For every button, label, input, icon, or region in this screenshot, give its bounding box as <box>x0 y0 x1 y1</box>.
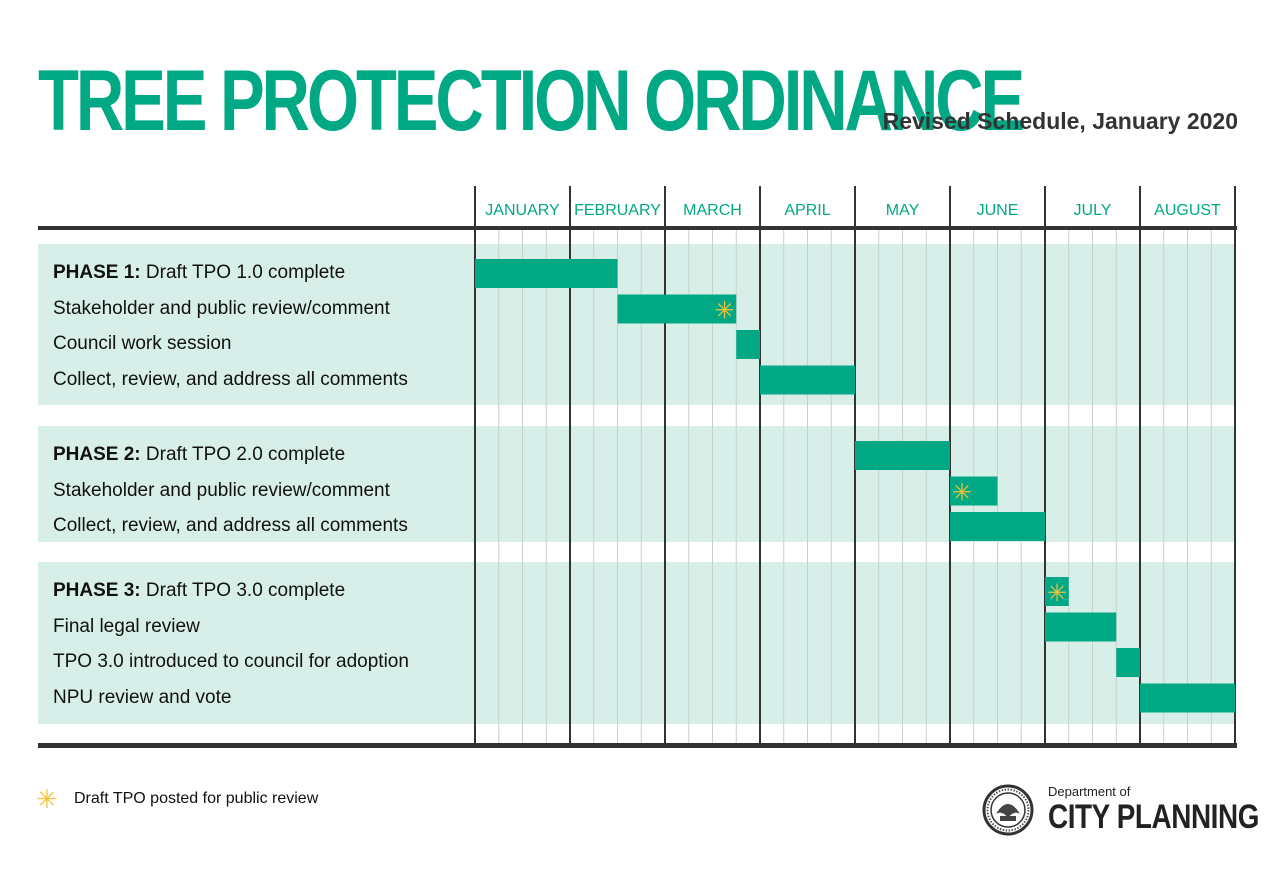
task-bar <box>1045 612 1117 642</box>
month-header-august: AUGUST <box>1154 202 1221 219</box>
task-bar <box>617 294 737 324</box>
task-label: Collect, review, and address all comment… <box>53 514 408 538</box>
month-header-july: JULY <box>1074 202 1112 219</box>
task-bar <box>950 476 998 506</box>
header-rule <box>38 226 1237 230</box>
task-label: Council work session <box>53 332 231 356</box>
task-name: Council work session <box>53 333 232 354</box>
task-label: NPU review and vote <box>53 686 231 710</box>
task-name: Final legal review <box>53 615 200 637</box>
month-header-june: JUNE <box>977 202 1019 219</box>
task-name: NPU review and vote <box>53 686 232 708</box>
month-header-february: FEBRUARY <box>574 202 661 219</box>
logo-city-planning: CITY PLANNING <box>1048 798 1260 836</box>
task-label: TPO 3.0 introduced to council for adopti… <box>53 650 409 674</box>
task-bar <box>950 512 1045 541</box>
phase-band-1 <box>38 244 1235 405</box>
chart-subtitle: Revised Schedule, January 2020 <box>882 108 1238 134</box>
task-name: Stakeholder and public review/comment <box>53 297 390 319</box>
task-name: Draft TPO 2.0 complete <box>145 444 346 465</box>
phase-label: PHASE 3: <box>53 580 146 601</box>
task-name: Collect, review, and address all comment… <box>53 515 408 536</box>
task-bar <box>475 259 618 288</box>
page-title: TREE PROTECTION ORDINANCE <box>38 53 1025 149</box>
month-header-march: MARCH <box>683 202 742 219</box>
task-bar <box>736 330 760 359</box>
legend: ✳ Draft TPO posted for public review <box>36 786 318 812</box>
task-label: Stakeholder and public review/comment <box>53 297 390 321</box>
phase-band-3 <box>38 562 1235 724</box>
asterisk-icon: ✳ <box>1047 579 1067 607</box>
task-name: Stakeholder and public review/comment <box>53 479 390 501</box>
task-bar <box>855 441 950 470</box>
city-planning-logo: Department of CITY PLANNING <box>982 780 1259 840</box>
task-name: Draft TPO 1.0 complete <box>145 262 346 283</box>
task-bar <box>1045 577 1069 606</box>
task-name: Collect, review, and address all comment… <box>53 368 408 390</box>
task-name: TPO 3.0 introduced to council for adopti… <box>53 651 409 672</box>
task-bar <box>1116 648 1140 677</box>
month-header-january: JANUARY <box>485 202 560 219</box>
task-bar <box>760 365 855 395</box>
month-header-april: APRIL <box>784 202 830 219</box>
task-name: Draft TPO 3.0 complete <box>145 580 346 601</box>
asterisk-icon: ✳ <box>714 297 734 325</box>
month-header-may: MAY <box>886 202 920 219</box>
bottom-rule <box>38 743 1237 748</box>
task-label: PHASE 2: Draft TPO 2.0 complete <box>53 443 345 467</box>
asterisk-icon: ✳ <box>36 784 58 814</box>
task-label: PHASE 3: Draft TPO 3.0 complete <box>53 579 345 603</box>
phase-label: PHASE 1: <box>53 262 146 283</box>
task-label: Collect, review, and address all comment… <box>53 368 408 392</box>
task-bar <box>1140 683 1235 713</box>
city-seal-icon <box>982 784 1034 836</box>
task-label: Stakeholder and public review/comment <box>53 479 390 503</box>
asterisk-icon: ✳ <box>952 479 972 507</box>
task-label: Final legal review <box>53 615 200 639</box>
task-label: PHASE 1: Draft TPO 1.0 complete <box>53 261 345 285</box>
legend-label: Draft TPO posted for public review <box>74 790 319 807</box>
phase-label: PHASE 2: <box>53 444 146 465</box>
logo-department: Department of <box>1048 784 1131 799</box>
